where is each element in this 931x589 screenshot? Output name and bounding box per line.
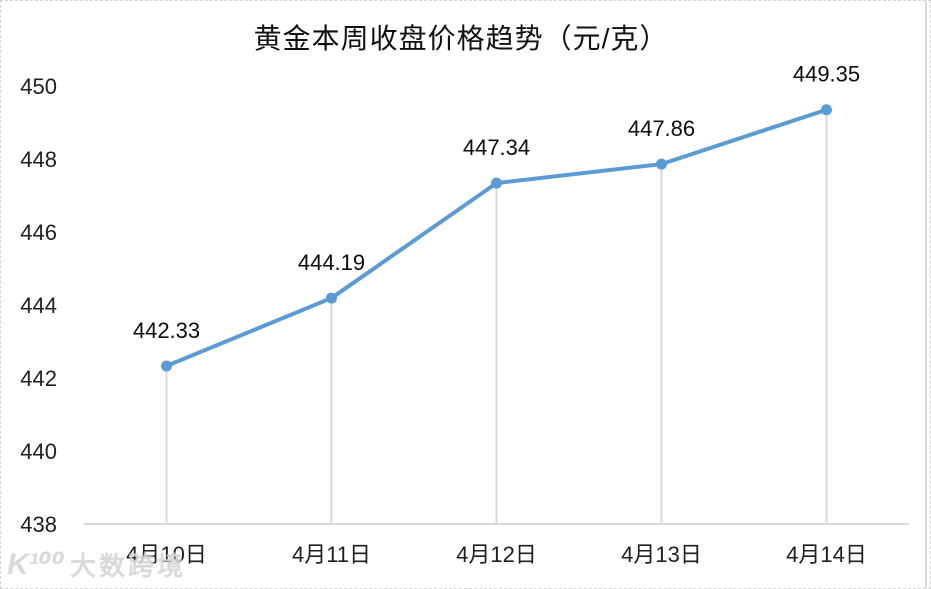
y-tick-label: 450 — [20, 74, 57, 99]
data-label: 449.35 — [793, 62, 860, 87]
watermark-logo-icon: K¹⁰⁰ — [7, 548, 65, 581]
data-label: 442.33 — [133, 318, 200, 343]
chart-area-right-border — [925, 1, 927, 588]
y-tick-label: 440 — [20, 439, 57, 464]
y-tick-label: 446 — [20, 220, 57, 245]
data-point-marker — [656, 158, 667, 170]
data-label: 447.86 — [628, 116, 695, 141]
x-tick-label: 4月13日 — [621, 542, 702, 567]
data-point-marker — [821, 104, 832, 116]
data-point-marker — [491, 177, 502, 189]
x-tick-label: 4月11日 — [292, 542, 371, 567]
x-tick-label: 4月12日 — [456, 542, 537, 567]
data-point-marker — [161, 360, 172, 372]
y-tick-label: 442 — [20, 366, 57, 391]
x-tick-label: 4月10日 — [126, 542, 207, 567]
watermark: K¹⁰⁰ 大数跨境 — [7, 550, 186, 580]
y-tick-label: 444 — [20, 293, 57, 318]
data-point-marker — [326, 292, 337, 304]
watermark-text: 大数跨境 — [69, 550, 186, 581]
x-tick-label: 4月14日 — [786, 542, 867, 567]
data-label: 447.34 — [463, 135, 530, 160]
chart-title: 黄金本周收盘价格趋势（元/克） — [253, 23, 669, 54]
data-label: 444.19 — [298, 250, 365, 275]
y-tick-label: 438 — [20, 512, 57, 537]
y-tick-label: 448 — [20, 147, 57, 172]
